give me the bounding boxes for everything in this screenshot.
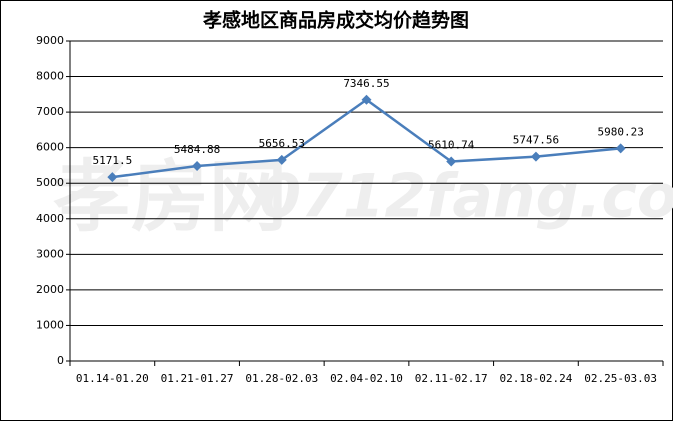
y-tick-label: 7000 (36, 105, 64, 118)
y-tick-label: 1000 (36, 318, 64, 331)
marker (530, 151, 541, 162)
y-tick-label: 9000 (36, 34, 64, 47)
data-label: 5980.23 (597, 125, 643, 138)
marker (107, 172, 118, 183)
watermark: 孝房网 (53, 153, 287, 243)
x-tick-label: 01.21-01.27 (161, 372, 234, 385)
chart-title: 孝感地区商品房成交均价趋势图 (203, 9, 469, 32)
marker (361, 94, 372, 105)
marker (615, 143, 626, 154)
y-tick-label: 0 (57, 354, 64, 367)
y-tick-label: 3000 (36, 247, 64, 260)
x-tick-label: 02.18-02.24 (499, 372, 572, 385)
y-tick-label: 8000 (36, 70, 64, 83)
y-tick-label: 4000 (36, 212, 64, 225)
x-tick-label: 02.25-03.03 (584, 372, 657, 385)
marker (276, 154, 287, 165)
marker (192, 160, 203, 171)
y-tick-label: 2000 (36, 283, 64, 296)
y-tick-label: 5000 (36, 176, 64, 189)
x-tick-label: 02.11-02.17 (415, 372, 488, 385)
data-label: 5484.88 (174, 143, 220, 156)
data-label: 5171.5 (92, 154, 132, 167)
data-label: 5656.53 (259, 137, 305, 150)
data-label: 5610.74 (428, 139, 475, 152)
data-label: 5747.56 (513, 134, 559, 147)
marker (446, 156, 457, 167)
watermark: 0712fang.com (259, 162, 673, 232)
x-tick-label: 02.04-02.10 (330, 372, 403, 385)
x-tick-label: 01.28-02.03 (245, 372, 318, 385)
x-tick-label: 01.14-01.20 (76, 372, 149, 385)
data-label: 7346.55 (343, 77, 389, 90)
y-tick-label: 6000 (36, 141, 64, 154)
